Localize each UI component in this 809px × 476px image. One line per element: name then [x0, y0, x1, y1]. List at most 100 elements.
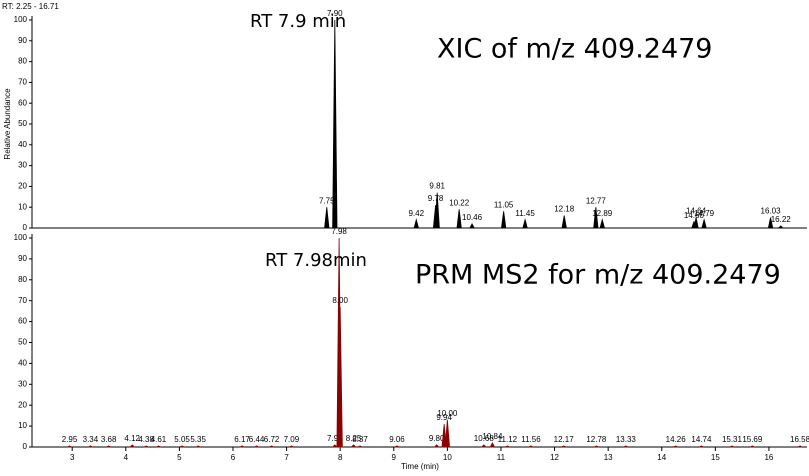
peak-label: 10.22: [449, 198, 470, 207]
peak-label: 9.42: [408, 209, 424, 218]
peak: [129, 444, 136, 448]
x-tick-label: 3: [70, 453, 75, 462]
y-tick-label: 70: [18, 296, 27, 305]
peak: [357, 445, 363, 448]
peak-label: 10.46: [462, 213, 483, 222]
peak: [350, 444, 357, 448]
y-tick-label: 100: [14, 233, 28, 242]
peak: [434, 192, 440, 229]
peak: [489, 441, 496, 448]
peak: [413, 218, 420, 229]
peak: [433, 444, 440, 448]
x-tick-label: 9: [392, 453, 397, 462]
peak-label: 12.77: [586, 196, 607, 205]
y-tick-label: 60: [18, 317, 27, 326]
y-tick-label: 0: [23, 442, 28, 451]
peak-label: 14.64: [686, 207, 707, 216]
peak: [332, 19, 338, 229]
x-tick-label: 15: [711, 453, 720, 462]
x-tick-label: 12: [550, 453, 559, 462]
peak-label: 4.12: [124, 434, 140, 443]
peak-label: 7.90: [327, 434, 343, 443]
y-tick-label: 40: [18, 359, 27, 368]
peak: [67, 445, 72, 448]
peak: [749, 445, 755, 448]
annotation: RT 7.98min: [265, 250, 367, 271]
peak-label: 15.31: [722, 435, 743, 444]
y-tick-label: 20: [18, 182, 27, 191]
peak-label: 16.22: [771, 215, 792, 224]
peak-label: 10.84: [482, 432, 503, 441]
peak: [143, 445, 149, 448]
peak-label: 10.68: [474, 434, 495, 443]
peak-label: 11.56: [521, 435, 541, 444]
peak-label: 12.17: [554, 435, 575, 444]
peak-label: 6.17: [234, 435, 250, 444]
peak: [593, 445, 599, 448]
peak-label: 9.80: [429, 434, 445, 443]
annotation: RT 7.9 min: [250, 11, 346, 32]
peak: [673, 445, 679, 448]
x-tick-label: 5: [177, 453, 182, 462]
x-tick-label: 16: [764, 453, 773, 462]
y-tick-label: 30: [18, 161, 27, 170]
peak-label: 4.38: [138, 435, 154, 444]
peak-label: 14.79: [694, 209, 715, 218]
x-tick-label: 4: [124, 453, 129, 462]
peak: [324, 207, 330, 229]
peak-label: 12.18: [554, 205, 575, 214]
peak-label: 9.94: [436, 413, 452, 422]
peak: [599, 218, 605, 229]
peak: [561, 445, 567, 448]
peak: [254, 445, 259, 448]
peak-label: 16.58: [790, 435, 809, 444]
peak: [444, 419, 451, 448]
peak-label: 8.00: [332, 296, 348, 305]
peak: [500, 211, 507, 229]
y-tick-label: 70: [18, 78, 27, 87]
peak: [561, 215, 567, 229]
peak-label: 8.37: [352, 435, 368, 444]
peak-label: 9.06: [389, 435, 405, 444]
y-tick-label: 30: [18, 379, 27, 388]
peak: [239, 445, 245, 448]
peak: [767, 217, 774, 229]
peak-label: 5.35: [190, 435, 206, 444]
x-tick-label: 11: [497, 453, 506, 462]
peak-label: 7.90: [327, 9, 343, 18]
peak: [701, 218, 707, 229]
peak: [337, 306, 343, 448]
y-tick-label: 90: [18, 36, 27, 45]
peak: [469, 222, 475, 229]
peak-label: 13.33: [616, 435, 637, 444]
y-tick-label: 60: [18, 98, 27, 107]
peak-label: 2.95: [62, 435, 78, 444]
peak-label: 12.89: [592, 209, 613, 218]
y-tick-label: 80: [18, 57, 27, 66]
y-tick-label: 40: [18, 140, 27, 149]
peak-label: 7.09: [284, 435, 300, 444]
peak-label: 8.25: [346, 434, 362, 443]
peak-label: 6.72: [264, 435, 280, 444]
peak: [331, 444, 339, 448]
peak-label: 11.05: [494, 200, 514, 209]
peak: [623, 445, 629, 448]
peak-label: 14.60: [684, 211, 705, 220]
y-tick-label: 50: [18, 119, 27, 128]
x-tick-label: 13: [604, 453, 613, 462]
y-tick-label: 90: [18, 254, 27, 263]
peak: [593, 207, 599, 229]
chart-title: PRM MS2 for m/z 409.2479: [415, 260, 781, 291]
y-tick-label: 10: [18, 202, 27, 211]
y-tick-label: 50: [18, 338, 27, 347]
peak: [522, 218, 528, 229]
peak-label: 9.81: [429, 182, 445, 191]
peak-label: 12.78: [586, 435, 607, 444]
peak: [195, 445, 201, 448]
peak: [269, 445, 274, 448]
peak-label: 10.00: [437, 409, 458, 418]
peak: [528, 445, 534, 448]
peak: [88, 445, 93, 448]
y-tick-label: 100: [14, 15, 28, 24]
